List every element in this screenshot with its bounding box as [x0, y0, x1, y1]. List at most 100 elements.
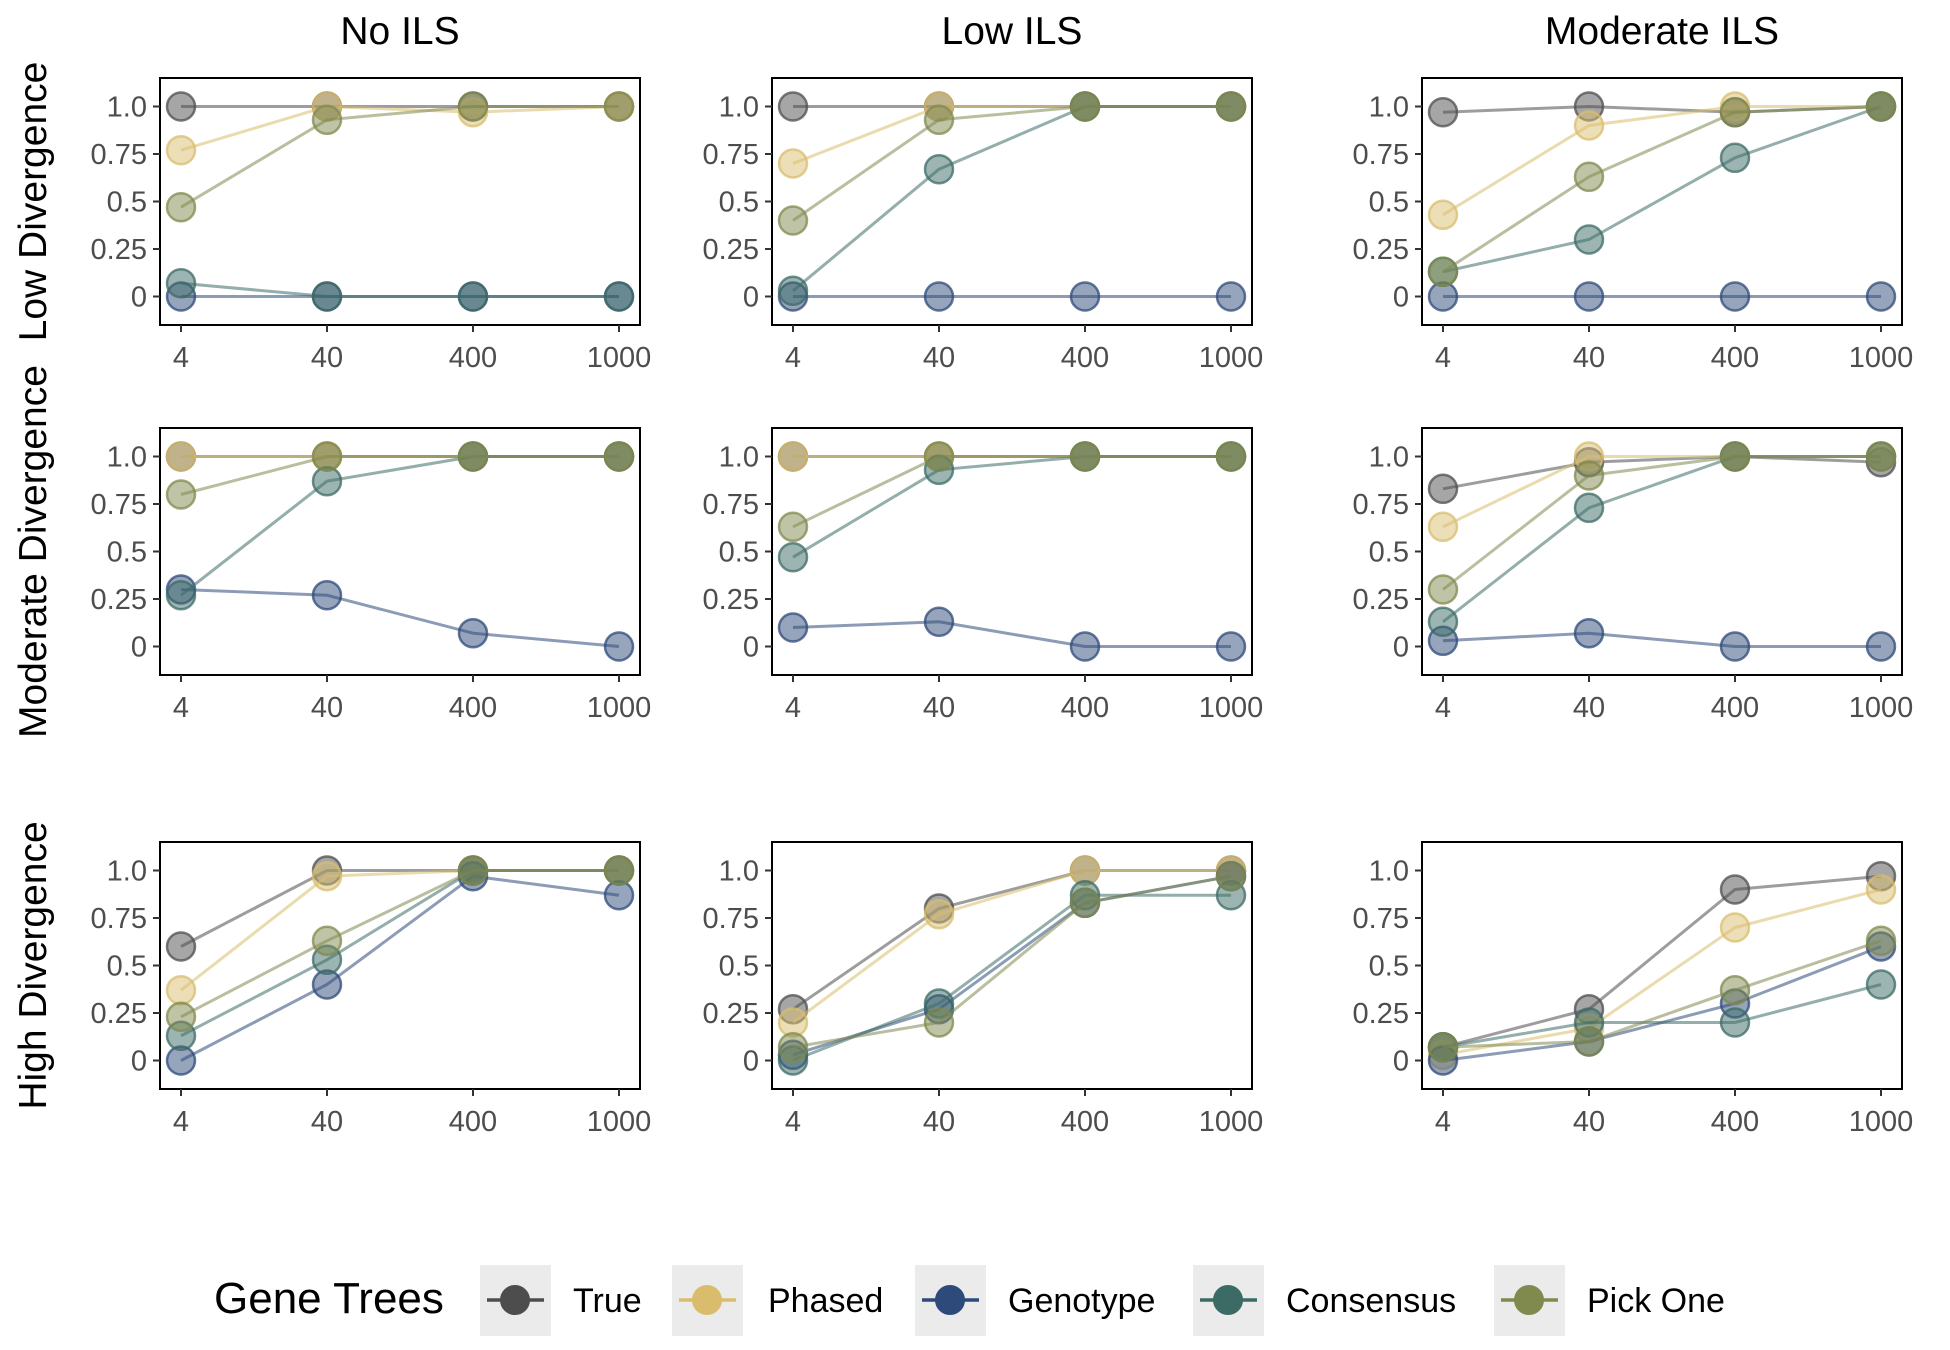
data-point-phased — [1865, 874, 1897, 905]
x-tick-label: 40 — [1573, 1106, 1605, 1138]
series-line-phased — [1442, 888, 1882, 1057]
series-line-pick-one — [792, 455, 1231, 529]
data-point-genotype — [1865, 631, 1897, 662]
x-tick-label: 1000 — [1849, 692, 1914, 724]
panel-moderate-divergence-moderate-ils: 0 0.25 0.5 0.75 1.0 4 40 400 1000 — [1353, 427, 1914, 724]
legend-key-point — [935, 1285, 965, 1315]
data-point-genotype — [603, 631, 635, 662]
x-tick-label: 4 — [785, 342, 801, 374]
data-point-pick-one — [165, 191, 197, 223]
series-line-pick-one — [1442, 105, 1882, 274]
y-tick-label: 0.5 — [1369, 951, 1409, 983]
series-pick-one — [1427, 925, 1897, 1063]
data-point-genotype — [457, 617, 489, 649]
data-point-phased — [1427, 199, 1459, 231]
data-point-pick-one — [1719, 96, 1751, 128]
panel-low-divergence-no-ils: 0 0.25 0.5 0.75 1.0 4 40 400 1000 — [91, 77, 651, 374]
data-point-pick-one — [1865, 441, 1897, 472]
data-point-phased — [777, 148, 809, 179]
series-true — [777, 855, 1247, 1025]
series-line-pick-one — [180, 105, 619, 209]
data-point-genotype — [1215, 631, 1247, 662]
series-line-phased — [792, 869, 1231, 1024]
x-tick-label: 40 — [311, 342, 343, 374]
row-titles: Low Divergence Moderate Divergence High Di… — [12, 62, 55, 1110]
y-tick-label: 0 — [131, 1046, 147, 1078]
data-point-phased — [1573, 110, 1605, 141]
data-point-consensus — [603, 281, 635, 312]
y-tick-label: 0 — [743, 1046, 759, 1078]
data-point-genotype — [1069, 281, 1101, 312]
data-point-phased — [1427, 511, 1459, 543]
data-point-consensus — [1573, 492, 1605, 524]
series-line-genotype — [180, 874, 620, 1062]
series-genotype — [777, 281, 1247, 312]
series-genotype — [777, 606, 1247, 662]
data-point-phased — [777, 441, 809, 472]
data-point-pick-one — [1427, 1031, 1459, 1063]
y-tick-label: 0.25 — [703, 234, 759, 266]
series-line-pick-one — [180, 455, 619, 496]
series-consensus — [777, 879, 1247, 1076]
row-title-moderate-divergence: Moderate Divergence — [12, 365, 55, 738]
data-point-consensus — [311, 281, 343, 312]
series-genotype — [165, 860, 635, 1076]
data-point-pick-one — [1215, 91, 1247, 122]
series-line-pick-one — [1442, 939, 1882, 1049]
series-pick-one — [1427, 441, 1897, 605]
x-tick-label: 400 — [1061, 692, 1109, 724]
x-tick-label: 1000 — [587, 1106, 652, 1138]
data-point-true — [777, 91, 809, 122]
x-tick-label: 400 — [1711, 1106, 1759, 1138]
y-tick-label: 1.0 — [1369, 856, 1409, 888]
series-line-pick-one — [792, 874, 1232, 1049]
series-consensus — [165, 441, 635, 611]
x-tick-label: 4 — [1435, 692, 1451, 724]
x-tick-label: 400 — [1711, 342, 1759, 374]
y-tick-label: 0.25 — [1353, 998, 1409, 1030]
data-point-genotype — [1719, 281, 1751, 312]
panel-border — [771, 427, 1253, 676]
y-tick-label: 0.25 — [91, 998, 147, 1030]
panel-low-divergence-low-ils: 0 0.25 0.5 0.75 1.0 4 40 400 1000 — [703, 77, 1263, 374]
row-title-low-divergence: Low Divergence — [12, 62, 55, 342]
series-line-consensus — [792, 893, 1231, 1062]
data-point-genotype — [1573, 617, 1605, 649]
y-tick-label: 0.25 — [703, 584, 759, 616]
legend-title: Gene Trees — [214, 1274, 444, 1323]
y-tick-label: 0 — [743, 632, 759, 664]
x-tick-label: 4 — [173, 342, 189, 374]
series-genotype — [1427, 281, 1897, 312]
series-pick-one — [1427, 91, 1897, 288]
data-point-pick-one — [1427, 256, 1459, 288]
series-pick-one — [777, 860, 1247, 1063]
series-line-true — [1442, 874, 1882, 1049]
y-tick-label: 0.5 — [107, 951, 147, 983]
data-point-pick-one — [1069, 441, 1101, 472]
x-tick-label: 400 — [1061, 1106, 1109, 1138]
y-tick-label: 1.0 — [107, 856, 147, 888]
legend-entry-true: True — [480, 1265, 642, 1336]
x-tick-label: 400 — [449, 692, 497, 724]
series-pick-one — [165, 91, 635, 223]
y-tick-label: 0.5 — [719, 187, 759, 219]
y-tick-label: 1.0 — [107, 442, 147, 474]
legend: Gene Trees True Phased Genotype Consensus Pic… — [214, 1265, 1725, 1336]
data-point-genotype — [1573, 281, 1605, 312]
y-tick-label: 0.75 — [1353, 139, 1409, 171]
row-title-high-divergence: High Divergence — [12, 821, 55, 1109]
data-point-pick-one — [923, 104, 955, 136]
x-tick-label: 4 — [1435, 1106, 1451, 1138]
y-tick-label: 0.75 — [91, 489, 147, 521]
series-line-phased — [180, 104, 620, 152]
legend-entry-genotype: Genotype — [915, 1265, 1155, 1336]
y-tick-label: 0.75 — [703, 489, 759, 521]
panel-border — [159, 427, 641, 676]
series-line-consensus — [792, 455, 1231, 559]
data-point-pick-one — [923, 1007, 955, 1038]
data-point-pick-one — [603, 91, 635, 122]
x-tick-label: 40 — [923, 342, 955, 374]
panel-moderate-divergence-no-ils: 0 0.25 0.5 0.75 1.0 4 40 400 1000 — [91, 427, 651, 724]
x-tick-label: 40 — [311, 692, 343, 724]
data-point-pick-one — [1719, 974, 1751, 1006]
